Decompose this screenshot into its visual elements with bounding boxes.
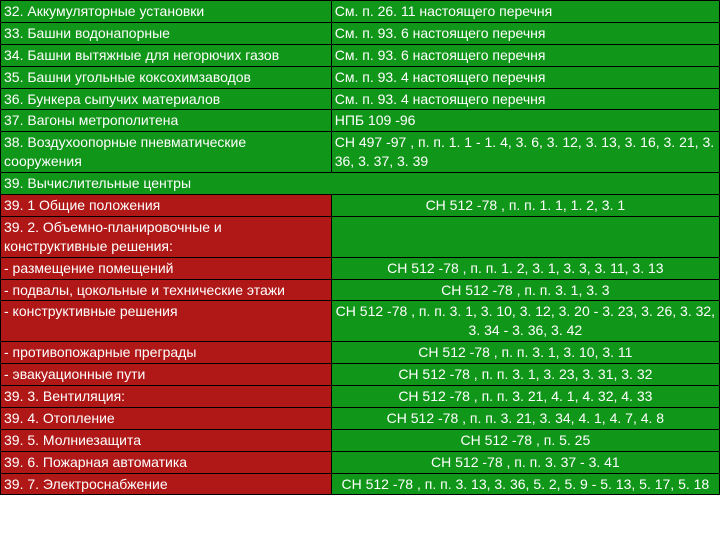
table-row: 35. Башни угольные коксохимзаводовСм. п.… bbox=[1, 66, 720, 88]
table-row: 33. Башни водонапорныеСм. п. 93. 6 насто… bbox=[1, 22, 720, 44]
cell-name: - конструктивные решения bbox=[1, 301, 332, 342]
cell-name: - размещение помещений bbox=[1, 257, 332, 279]
cell-name: 32. Аккумуляторные установки bbox=[1, 1, 332, 23]
cell-reference: СН 512 -78 , п. п. 3. 1, 3. 10, 3. 11 bbox=[331, 342, 719, 364]
cell-name: 39. 6. Пожарная автоматика bbox=[1, 451, 332, 473]
cell-reference: НПБ 109 -96 bbox=[331, 110, 719, 132]
cell-name: 39. 1 Общие положения bbox=[1, 195, 332, 217]
cell-reference: СН 512 -78 , п. п. 3. 1, 3. 23, 3. 31, 3… bbox=[331, 364, 719, 386]
table-row: - размещение помещенийСН 512 -78 , п. п.… bbox=[1, 257, 720, 279]
cell-name: - эвакуационные пути bbox=[1, 364, 332, 386]
table-row: 36. Бункера сыпучих материаловСм. п. 93.… bbox=[1, 88, 720, 110]
cell-reference: СН 512 -78 , п. п. 3. 1, 3. 3 bbox=[331, 279, 719, 301]
cell-name: 33. Башни водонапорные bbox=[1, 22, 332, 44]
cell-name: 39. 3. Вентиляция: bbox=[1, 386, 332, 408]
table-row: 34. Башни вытяжные для негорючих газовСм… bbox=[1, 44, 720, 66]
cell-reference: СН 497 -97 , п. п. 1. 1 - 1. 4, 3. 6, 3.… bbox=[331, 132, 719, 173]
table-row: 39. 4. ОтоплениеСН 512 -78 , п. п. 3. 21… bbox=[1, 407, 720, 429]
cell-reference: СН 512 -78 , п. 5. 25 bbox=[331, 429, 719, 451]
table-row: 39. 1 Общие положенияСН 512 -78 , п. п. … bbox=[1, 195, 720, 217]
cell-reference: См. п. 93. 4 настоящего перечня bbox=[331, 88, 719, 110]
table-row: - противопожарные преградыСН 512 -78 , п… bbox=[1, 342, 720, 364]
table-row: - эвакуационные путиСН 512 -78 , п. п. 3… bbox=[1, 364, 720, 386]
table-row: 39. 2. Объемно-планировочные и конструкт… bbox=[1, 216, 720, 257]
cell-name: 39. Вычислительные центры bbox=[1, 173, 720, 195]
cell-name: - противопожарные преграды bbox=[1, 342, 332, 364]
cell-reference: СН 512 -78 , п. п. 3. 21, 4. 1, 4. 32, 4… bbox=[331, 386, 719, 408]
cell-name: 38. Воздухоопорные пневматические сооруж… bbox=[1, 132, 332, 173]
table-row: 38. Воздухоопорные пневматические сооруж… bbox=[1, 132, 720, 173]
norms-table: 32. Аккумуляторные установкиСм. п. 26. 1… bbox=[0, 0, 720, 495]
cell-reference: СН 512 -78 , п. п. 3. 37 - 3. 41 bbox=[331, 451, 719, 473]
cell-reference bbox=[331, 216, 719, 257]
cell-name: 39. 4. Отопление bbox=[1, 407, 332, 429]
table-row: - конструктивные решенияСН 512 -78 , п. … bbox=[1, 301, 720, 342]
cell-name: 39. 2. Объемно-планировочные и конструкт… bbox=[1, 216, 332, 257]
cell-reference: См. п. 93. 4 настоящего перечня bbox=[331, 66, 719, 88]
cell-reference: См. п. 26. 11 настоящего перечня bbox=[331, 1, 719, 23]
table-row: 39. 6. Пожарная автоматикаСН 512 -78 , п… bbox=[1, 451, 720, 473]
table-row: - подвалы, цокольные и технические этажи… bbox=[1, 279, 720, 301]
table-row: 39. Вычислительные центры bbox=[1, 173, 720, 195]
cell-reference: СН 512 -78 , п. п. 3. 21, 3. 34, 4. 1, 4… bbox=[331, 407, 719, 429]
table-row: 32. Аккумуляторные установкиСм. п. 26. 1… bbox=[1, 1, 720, 23]
cell-name: 39. 7. Электроснабжение bbox=[1, 473, 332, 495]
cell-reference: СН 512 -78 , п. п. 1. 2, 3. 1, 3. 3, 3. … bbox=[331, 257, 719, 279]
cell-reference: СН 512 -78 , п. п. 3. 13, 3. 36, 5. 2, 5… bbox=[331, 473, 719, 495]
cell-reference: СН 512 -78 , п. п. 1. 1, 1. 2, 3. 1 bbox=[331, 195, 719, 217]
cell-reference: См. п. 93. 6 настоящего перечня bbox=[331, 44, 719, 66]
cell-reference: СН 512 -78 , п. п. 3. 1, 3. 10, 3. 12, 3… bbox=[331, 301, 719, 342]
table-row: 39. 7. ЭлектроснабжениеСН 512 -78 , п. п… bbox=[1, 473, 720, 495]
cell-name: 35. Башни угольные коксохимзаводов bbox=[1, 66, 332, 88]
cell-reference: См. п. 93. 6 настоящего перечня bbox=[331, 22, 719, 44]
table-row: 37. Вагоны метрополитенаНПБ 109 -96 bbox=[1, 110, 720, 132]
cell-name: 39. 5. Молниезащита bbox=[1, 429, 332, 451]
cell-name: 34. Башни вытяжные для негорючих газов bbox=[1, 44, 332, 66]
table-row: 39. 3. Вентиляция:СН 512 -78 , п. п. 3. … bbox=[1, 386, 720, 408]
table-row: 39. 5. МолниезащитаСН 512 -78 , п. 5. 25 bbox=[1, 429, 720, 451]
cell-name: 36. Бункера сыпучих материалов bbox=[1, 88, 332, 110]
cell-name: - подвалы, цокольные и технические этажи bbox=[1, 279, 332, 301]
cell-name: 37. Вагоны метрополитена bbox=[1, 110, 332, 132]
